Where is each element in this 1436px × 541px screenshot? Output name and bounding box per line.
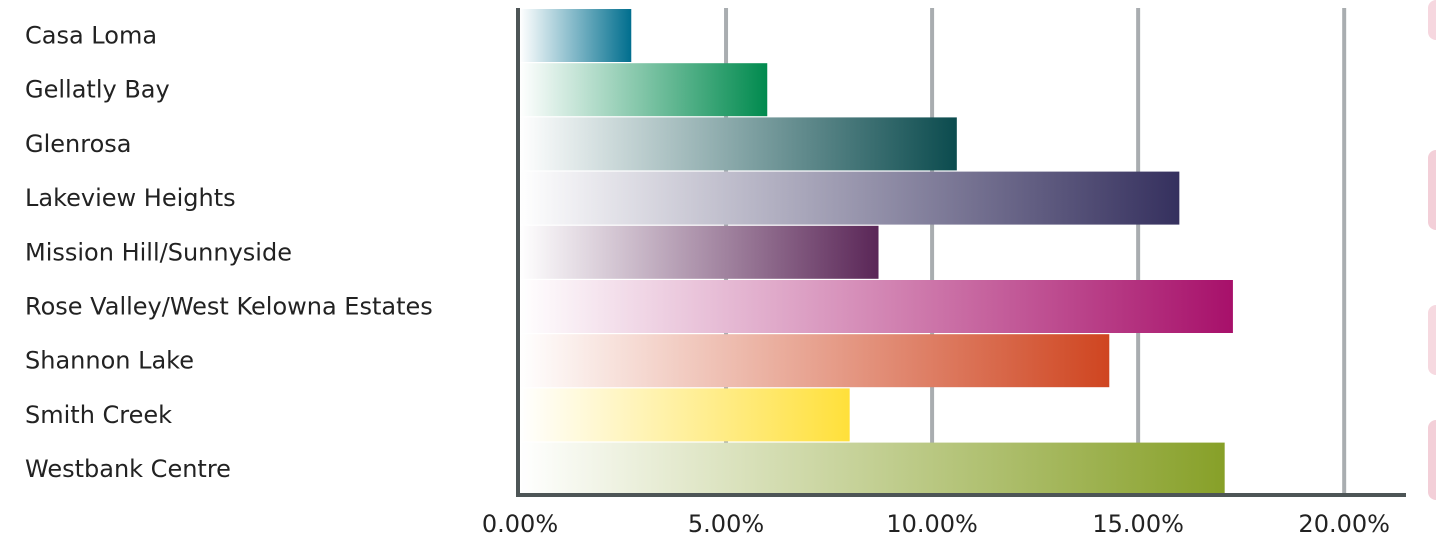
x-tick-label: 10.00%	[886, 510, 978, 538]
edge-decoration	[1428, 420, 1436, 500]
category-label: Shannon Lake	[25, 347, 194, 375]
bar	[520, 225, 879, 279]
category-label: Smith Creek	[25, 401, 172, 429]
bar	[520, 9, 632, 62]
bar	[520, 280, 1233, 333]
x-tick-label: 5.00%	[688, 510, 764, 538]
category-labels: Casa Loma Gellatly Bay Glenrosa Lakeview He…	[25, 22, 433, 484]
edge-decoration	[1428, 305, 1436, 375]
bar	[520, 117, 957, 171]
bar	[520, 63, 768, 117]
x-tick-labels: 0.00% 5.00% 10.00% 15.00% 20.00%	[482, 510, 1390, 538]
bar	[520, 334, 1110, 388]
category-label: Gellatly Bay	[25, 76, 170, 104]
x-tick-label: 0.00%	[482, 510, 558, 538]
category-label: Glenrosa	[25, 130, 131, 158]
bars	[520, 9, 1233, 496]
bar	[520, 388, 850, 442]
x-tick-label: 15.00%	[1092, 510, 1184, 538]
x-tick-label: 20.00%	[1298, 510, 1390, 538]
edge-decoration	[1428, 150, 1436, 230]
category-label: Casa Loma	[25, 22, 157, 50]
bar	[520, 171, 1180, 225]
bar	[520, 442, 1225, 496]
category-label: Westbank Centre	[25, 455, 231, 483]
axes	[516, 8, 1406, 497]
category-label: Lakeview Heights	[25, 184, 236, 212]
category-label: Mission Hill/Sunnyside	[25, 238, 292, 266]
edge-decoration	[1428, 0, 1436, 40]
category-label: Rose Valley/West Kelowna Estates	[25, 293, 433, 321]
